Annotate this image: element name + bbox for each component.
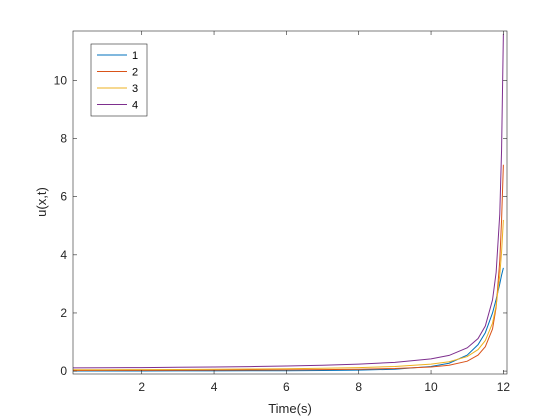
x-tick-label: 8: [355, 380, 362, 394]
legend: 1 2 3 4: [90, 43, 148, 117]
series-line-3: [72, 219, 504, 371]
y-tick-label: 4: [60, 248, 67, 262]
legend-label-2: 2: [132, 67, 138, 79]
x-tick-label: 10: [424, 380, 438, 394]
y-tick-label: 2: [60, 306, 67, 320]
y-axis-title: u(x,t): [34, 187, 49, 217]
axes-box: [72, 30, 508, 375]
x-axis-title: Time(s): [268, 401, 312, 416]
legend-label-1: 1: [132, 50, 138, 62]
y-tick-label: 8: [60, 132, 67, 146]
y-tick-label: 6: [60, 190, 67, 204]
legend-label-3: 3: [132, 83, 138, 95]
x-tick-label: 6: [283, 380, 290, 394]
legend-label-4: 4: [132, 100, 138, 112]
series-layer: [72, 33, 504, 372]
y-tick-label: 0: [60, 364, 67, 378]
x-tick-label: 4: [211, 380, 218, 394]
x-tick-label: 12: [497, 380, 511, 394]
series-line-4: [72, 33, 504, 369]
x-tick-label: 2: [138, 380, 145, 394]
y-tick-label: 10: [54, 73, 68, 87]
